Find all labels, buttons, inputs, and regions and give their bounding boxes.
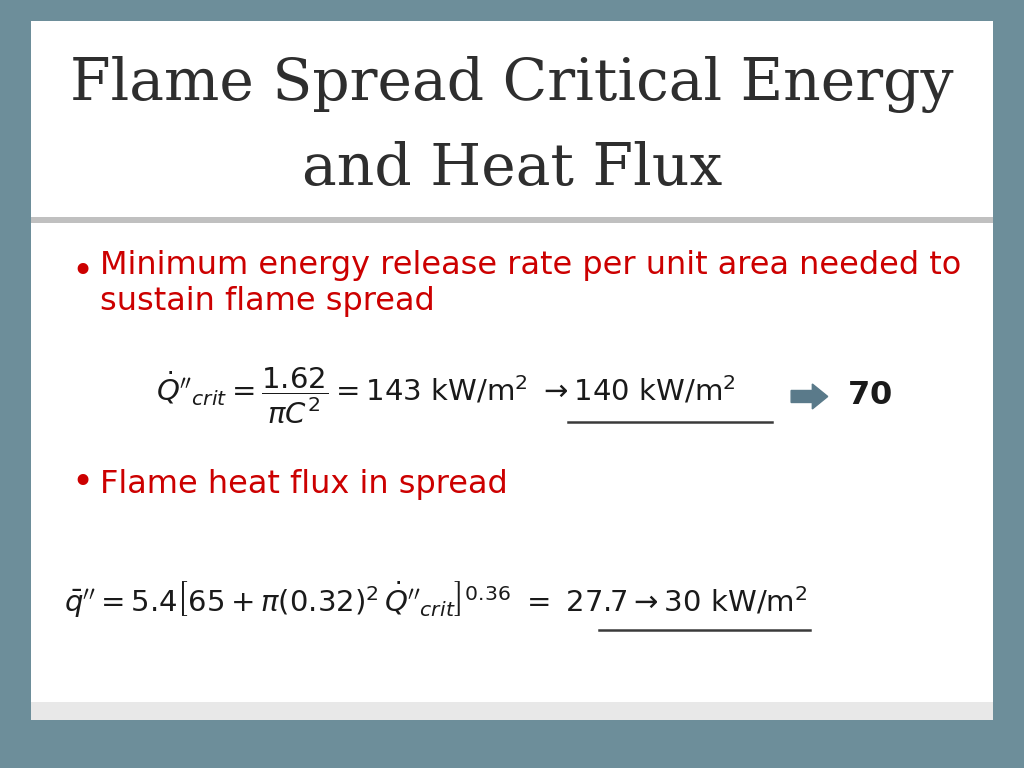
Text: •: • xyxy=(71,255,93,291)
Text: sustain flame spread: sustain flame spread xyxy=(100,286,435,317)
Text: and Heat Flux: and Heat Flux xyxy=(302,141,722,197)
Text: Flame Spread Critical Energy: Flame Spread Critical Energy xyxy=(71,55,953,113)
Text: $\bar{q}'' = 5.4\left[65 + \pi(0.32)^2\,\dot{Q}''_{crit}\right]^{0.36}\ =\ 27.7 : $\bar{q}'' = 5.4\left[65 + \pi(0.32)^2\,… xyxy=(65,579,808,620)
FancyArrow shape xyxy=(792,384,827,409)
Text: Flame heat flux in spread: Flame heat flux in spread xyxy=(100,468,508,500)
Text: •: • xyxy=(71,466,93,502)
Text: $\dot{Q}''_{crit} = \dfrac{1.62}{\pi C^2} = 143\ \mathrm{kW/m^2}\ \rightarrow 14: $\dot{Q}''_{crit} = \dfrac{1.62}{\pi C^2… xyxy=(156,366,735,425)
Text: Minimum energy release rate per unit area needed to: Minimum energy release rate per unit are… xyxy=(100,250,962,281)
Text: $\mathbf{70}$: $\mathbf{70}$ xyxy=(847,380,892,411)
